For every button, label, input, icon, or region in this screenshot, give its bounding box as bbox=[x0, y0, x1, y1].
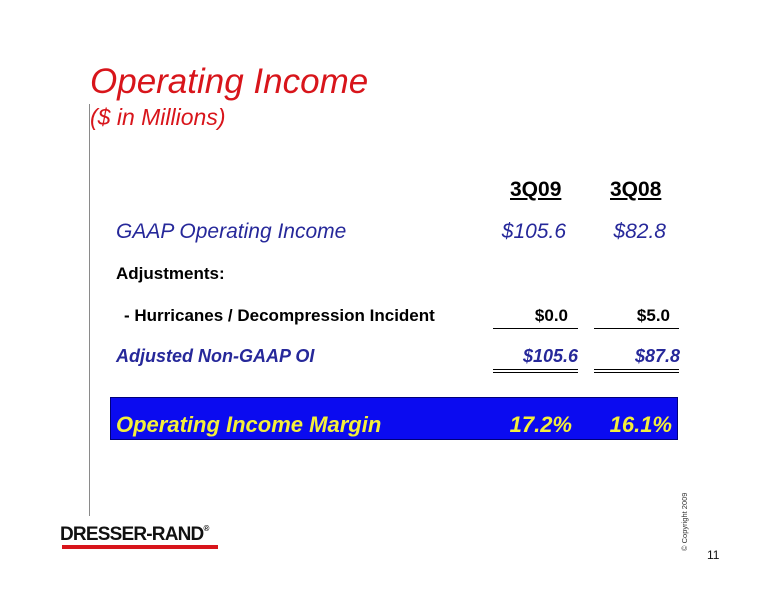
slide-subtitle: ($ in Millions) bbox=[90, 104, 226, 130]
logo-red-bar bbox=[62, 545, 218, 549]
hurricanes-value-3q08: $5.0 bbox=[636, 306, 670, 325]
total-double-underline-3q09 bbox=[493, 369, 578, 373]
subtotal-underline-3q08 bbox=[594, 328, 679, 329]
gaap-value-3q09: $105.6 bbox=[501, 220, 566, 243]
adjusted-value-3q08: $87.8 bbox=[634, 346, 680, 366]
copyright-notice: © Copyright 2009 bbox=[680, 492, 689, 551]
adjusted-non-gaap-oi-label: Adjusted Non-GAAP OI bbox=[116, 346, 315, 366]
hurricanes-label: - Hurricanes / Decompression Incident bbox=[124, 306, 435, 325]
vertical-divider bbox=[89, 104, 90, 516]
column-header-3q08: 3Q08 bbox=[610, 178, 662, 201]
dresser-rand-logo: DRESSER-RAND® bbox=[60, 524, 226, 550]
subtotal-underline-3q09 bbox=[493, 328, 578, 329]
gaap-value-3q08: $82.8 bbox=[613, 220, 666, 243]
margin-value-3q09: 17.2% bbox=[509, 412, 572, 437]
column-header-3q09: 3Q09 bbox=[510, 178, 562, 201]
operating-income-margin-highlight bbox=[110, 397, 678, 440]
operating-income-margin-label: Operating Income Margin bbox=[116, 412, 382, 437]
hurricanes-value-3q09: $0.0 bbox=[534, 306, 568, 325]
page-number: 11 bbox=[707, 548, 720, 562]
total-double-underline-3q08 bbox=[594, 369, 679, 373]
gaap-operating-income-label: GAAP Operating Income bbox=[116, 220, 347, 243]
slide-title: Operating Income bbox=[90, 62, 369, 101]
adjustments-header: Adjustments: bbox=[116, 264, 225, 283]
adjusted-value-3q09: $105.6 bbox=[522, 346, 578, 366]
margin-value-3q08: 16.1% bbox=[609, 412, 672, 437]
logo-text: DRESSER-RAND® bbox=[60, 524, 209, 545]
